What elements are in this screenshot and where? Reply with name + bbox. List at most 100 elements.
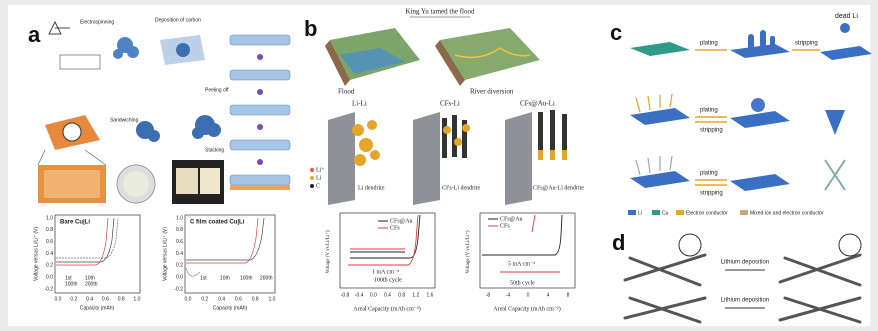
label: Flood [338,88,355,96]
shape [123,171,149,197]
label: stripping [700,191,723,197]
x-tick-label: 1.2 [412,292,419,298]
shape [370,150,380,160]
shape [328,112,355,205]
y-tick-label: 0.8 [176,227,183,233]
y-tick-label: 0.6 [46,239,53,245]
x-tick-label: 0.2 [70,296,77,302]
label: Cu [662,210,669,216]
shape [628,210,636,215]
label: CFs@Au [500,216,523,222]
figure: a Electrospinning Deposition of carbon P… [0,0,878,331]
y-tick-label: 0.4 [176,251,183,257]
shape [176,168,198,194]
label: 1 mA cm⁻² [372,269,399,275]
y-tick-label: 1.0 [176,215,183,221]
label: 50th cycle [510,280,535,286]
y-tick-label: -0.2 [174,286,183,292]
shape [257,54,263,60]
label: a [28,22,41,47]
label: Lithium deposition [721,298,769,304]
x-tick-label: 0.6 [235,296,242,302]
label: CFs-Li dendrite [442,185,480,191]
y-tick-label: 0.8 [46,227,53,233]
label: d [612,230,625,255]
shape [839,234,861,256]
shape [740,210,748,215]
label: Sandwiching [110,117,139,123]
shape [113,49,123,59]
shape [257,159,263,165]
shape [538,150,543,160]
label: CFs-Li [440,100,460,108]
label: 200th [260,275,273,281]
label: Areal Capacity (mAh cm⁻²) [353,305,420,312]
shape [652,210,660,215]
shape [748,34,754,50]
shape [367,120,377,130]
label: Electrospinning [80,19,114,25]
shape [257,89,263,95]
label: C [316,183,320,189]
label: Li [638,210,642,216]
shape [359,138,373,152]
label: CFs [390,225,400,231]
group [442,115,467,158]
label: Li dendrite [358,185,385,191]
label: CFs@Au [390,218,413,224]
shape [452,115,457,157]
x-tick-label: 8 [567,292,570,298]
shape [442,118,447,158]
shape [505,112,532,205]
label: Stacking [205,147,224,153]
x-tick-label: 1.0 [269,296,276,302]
label: River diversion [470,88,514,96]
y-tick-label: -0.2 [44,286,53,292]
group [538,150,567,160]
x-tick-label: 0.4 [218,296,225,302]
x-tick-label: 0 [527,292,530,298]
x-tick-label: 1.0 [134,296,141,302]
label: Peeling off [205,87,229,93]
label: CFs@Au-Li [520,100,555,108]
shape [679,234,701,256]
label: Mixed ion and electron conductor [750,210,824,216]
shape [352,124,364,136]
label: 5 mA cm⁻² [508,261,535,267]
label: stripping [795,41,818,47]
label: dead Li [835,13,858,20]
label: Li⁺ [316,166,325,173]
label: b [304,16,317,41]
shape [230,175,290,185]
label: 1st [200,275,207,281]
shape [230,35,290,45]
y-tick-label: 0.2 [46,263,53,269]
x-tick-label: -0.4 [355,292,364,298]
x-tick-label: 0.8 [252,296,259,302]
x-tick-label: 0.8 [398,292,405,298]
label: 100th [65,281,78,287]
y-tick-label: 0.0 [46,274,53,280]
shape [354,154,366,166]
shape [44,170,100,198]
label: 10th [220,275,230,281]
shape [310,176,314,180]
label: C film coated Cu|Li [190,220,245,226]
x-tick-label: 0.4 [384,292,391,298]
label: Voltage (V vs Li/Li⁺) [465,230,471,273]
shape [562,150,567,160]
y-tick-label: 0.6 [176,239,183,245]
x-tick-label: 0.0 [370,292,377,298]
label: 100th [240,275,253,281]
x-tick-label: 0.0 [55,296,62,302]
label: 100th cycle [374,277,402,283]
y-tick-label: 0.2 [176,263,183,269]
shape [176,43,190,57]
x-tick-label: -0.8 [341,292,350,298]
shape [760,30,766,48]
x-tick-label: 0.8 [118,296,125,302]
label: King Yu tamed the flood [406,8,475,16]
label: Electron conductor [686,210,728,216]
label: Capacity (mAh) [80,305,115,311]
x-tick-label: 4 [547,292,550,298]
